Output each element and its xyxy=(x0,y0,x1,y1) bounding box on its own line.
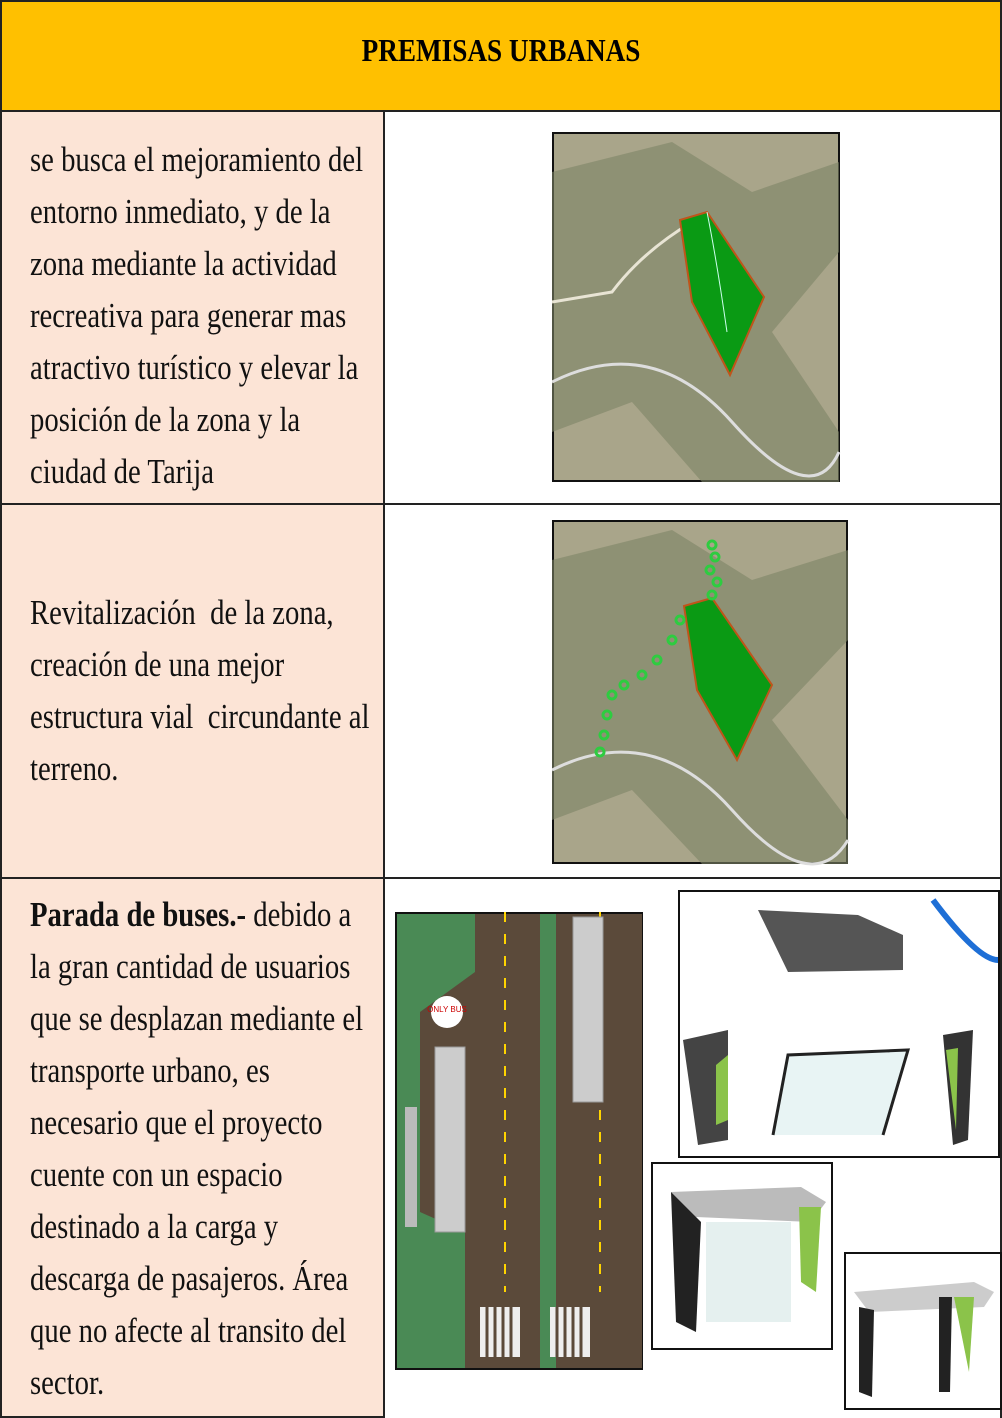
shelter-views xyxy=(678,890,1000,1158)
image-cell xyxy=(383,503,1002,879)
text-line: Parada de buses.- debido a xyxy=(30,889,351,941)
text-line: necesario que el proyecto xyxy=(30,1103,323,1142)
text-line: cuente con un espacio xyxy=(30,1155,283,1194)
shelter-render xyxy=(651,1162,833,1350)
aerial-map xyxy=(552,132,841,482)
text-line: zona mediante la actividad xyxy=(30,244,337,283)
text-line: creación de una mejor xyxy=(30,645,285,684)
text-line: sector. xyxy=(30,1363,105,1402)
text-line: recreativa para generar mas xyxy=(30,296,347,335)
text-line: entorno inmediato, y de la xyxy=(30,192,331,231)
text-line: que se desplazan mediante el xyxy=(30,999,364,1038)
text-line: estructura vial circundante al xyxy=(30,697,370,736)
bold-lead: Parada de buses.- xyxy=(30,895,247,934)
header-title: PREMISAS URBANAS xyxy=(361,32,641,68)
text-line: destinado a la carga y xyxy=(30,1207,279,1246)
text-line: posición de la zona y la xyxy=(30,400,301,439)
bus-sign: ONLY BUS xyxy=(427,1005,467,1014)
bus-stop-plan: ONLY BUS xyxy=(395,912,643,1370)
text-line: la gran cantidad de usuarios xyxy=(30,947,351,986)
text-span: debido a xyxy=(246,895,352,934)
text-cell: se busca el mejoramiento del entorno inme… xyxy=(0,110,385,505)
aerial-map-route xyxy=(552,520,850,866)
text-line: Revitalización de la zona, xyxy=(30,593,334,632)
header-cell: PREMISAS URBANAS xyxy=(0,0,1002,112)
text-line: atractivo turístico y elevar la xyxy=(30,348,359,387)
text-line: terreno. xyxy=(30,749,119,788)
text-cell: Parada de buses.- debido a la gran cantid… xyxy=(0,877,385,1418)
image-cell xyxy=(383,110,1002,505)
text-line: transporte urbano, es xyxy=(30,1051,270,1090)
text-line: que no afecte al transito del xyxy=(30,1311,347,1350)
text-line: se busca el mejoramiento del xyxy=(30,140,364,179)
text-line: descarga de pasajeros. Área xyxy=(30,1259,349,1298)
text-cell: Revitalización de la zona, creación de un… xyxy=(0,503,385,879)
shelter-render xyxy=(844,1252,1002,1410)
text-line: ciudad de Tarija xyxy=(30,452,214,491)
image-cell: ONLY BUS xyxy=(383,877,1002,1418)
